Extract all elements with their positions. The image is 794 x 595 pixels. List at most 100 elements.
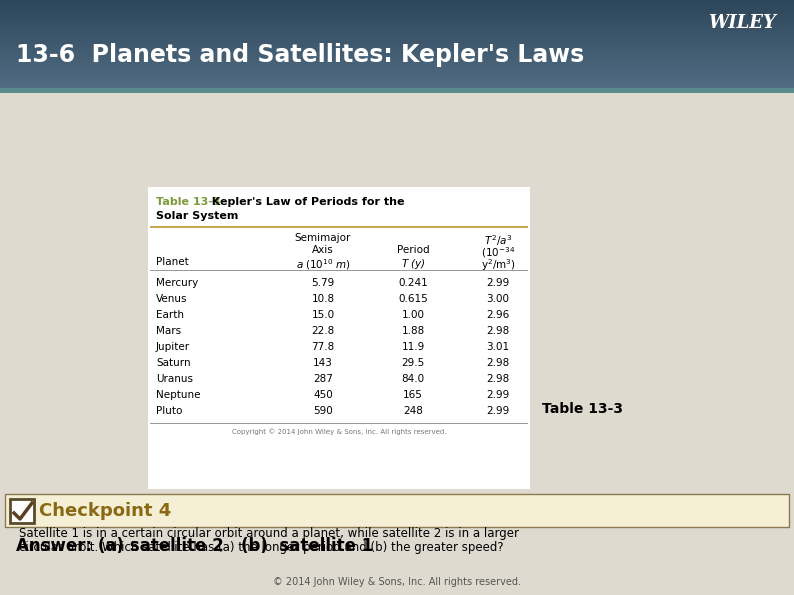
- Text: Earth: Earth: [156, 310, 184, 320]
- Text: Semimajor: Semimajor: [295, 233, 351, 243]
- Bar: [0, 31, 794, 32]
- Text: Copyright © 2014 John Wiley & Sons, Inc. All rights reserved.: Copyright © 2014 John Wiley & Sons, Inc.…: [232, 428, 446, 435]
- Text: Checkpoint 4: Checkpoint 4: [39, 502, 172, 520]
- Text: Jupiter: Jupiter: [156, 342, 190, 352]
- Bar: [0, 72, 794, 73]
- Bar: [0, 41, 794, 42]
- Bar: [0, 18, 794, 19]
- Bar: [0, 22, 794, 23]
- Bar: [0, 40, 794, 41]
- Bar: [5, 494, 789, 527]
- Bar: [0, 6, 794, 7]
- Bar: [0, 88, 794, 93]
- Bar: [0, 51, 794, 53]
- Bar: [0, 79, 794, 81]
- Text: 0.615: 0.615: [398, 294, 428, 304]
- Bar: [0, 59, 794, 60]
- Text: 1.88: 1.88: [402, 326, 425, 336]
- Bar: [0, 48, 794, 50]
- Text: Pluto: Pluto: [156, 406, 183, 416]
- Bar: [0, 32, 794, 34]
- Bar: [0, 81, 794, 82]
- Text: Neptune: Neptune: [156, 390, 201, 400]
- Text: y$^2$/m$^3$): y$^2$/m$^3$): [480, 257, 515, 273]
- Text: 5.79: 5.79: [311, 278, 334, 288]
- Bar: [0, 53, 794, 54]
- Bar: [0, 56, 794, 57]
- Bar: [0, 73, 794, 75]
- Bar: [0, 1, 794, 3]
- Bar: [0, 82, 794, 84]
- Bar: [0, 0, 794, 1]
- Bar: [0, 75, 794, 76]
- Text: Table 13-3: Table 13-3: [542, 402, 623, 416]
- Text: Venus: Venus: [156, 294, 187, 304]
- Bar: [0, 62, 794, 63]
- Bar: [0, 9, 794, 10]
- Bar: [0, 25, 794, 26]
- Text: 0.241: 0.241: [398, 278, 428, 288]
- Bar: [0, 66, 794, 67]
- Text: Kepler's Law of Periods for the: Kepler's Law of Periods for the: [204, 197, 404, 207]
- Bar: [0, 63, 794, 64]
- Text: Saturn: Saturn: [156, 358, 191, 368]
- Text: Answer: (a) satellite 2   (b)  satellite 1: Answer: (a) satellite 2 (b) satellite 1: [16, 537, 373, 555]
- Text: 2.99: 2.99: [487, 390, 510, 400]
- Text: Uranus: Uranus: [156, 374, 193, 384]
- Text: 1.00: 1.00: [402, 310, 425, 320]
- Text: $T\;$(y): $T\;$(y): [401, 257, 425, 271]
- Text: 165: 165: [403, 390, 423, 400]
- Text: 3.00: 3.00: [487, 294, 510, 304]
- Bar: [0, 93, 794, 595]
- Bar: [0, 37, 794, 38]
- Text: 29.5: 29.5: [402, 358, 425, 368]
- Bar: [0, 29, 794, 31]
- Text: Satellite 1 is in a certain circular orbit around a planet, while satellite 2 is: Satellite 1 is in a certain circular orb…: [19, 527, 519, 540]
- Text: WILEY: WILEY: [708, 14, 776, 32]
- Text: 590: 590: [313, 406, 333, 416]
- Bar: [0, 76, 794, 78]
- Bar: [0, 34, 794, 35]
- Text: 2.98: 2.98: [487, 374, 510, 384]
- Text: Axis: Axis: [312, 245, 333, 255]
- Bar: [0, 60, 794, 62]
- Bar: [0, 44, 794, 45]
- Text: 84.0: 84.0: [402, 374, 425, 384]
- Text: 2.99: 2.99: [487, 406, 510, 416]
- Text: 3.01: 3.01: [487, 342, 510, 352]
- Text: Solar System: Solar System: [156, 211, 238, 221]
- Bar: [0, 86, 794, 88]
- Bar: [0, 38, 794, 40]
- Text: © 2014 John Wiley & Sons, Inc. All rights reserved.: © 2014 John Wiley & Sons, Inc. All right…: [273, 577, 521, 587]
- Text: $T^2/a^3$: $T^2/a^3$: [484, 233, 512, 248]
- Bar: [0, 13, 794, 15]
- Text: 2.98: 2.98: [487, 358, 510, 368]
- Bar: [0, 19, 794, 21]
- Text: 10.8: 10.8: [311, 294, 334, 304]
- Bar: [0, 57, 794, 59]
- Text: 22.8: 22.8: [311, 326, 334, 336]
- Bar: [0, 26, 794, 28]
- Text: Mercury: Mercury: [156, 278, 198, 288]
- Text: 2.99: 2.99: [487, 278, 510, 288]
- Bar: [0, 67, 794, 69]
- Bar: [0, 64, 794, 66]
- Bar: [10, 499, 34, 523]
- Bar: [0, 47, 794, 48]
- Text: 143: 143: [313, 358, 333, 368]
- Text: Mars: Mars: [156, 326, 181, 336]
- Bar: [0, 16, 794, 18]
- Bar: [0, 3, 794, 4]
- Text: 13-6  Planets and Satellites: Kepler's Laws: 13-6 Planets and Satellites: Kepler's La…: [16, 43, 584, 67]
- Text: circular orbit. Which satellite has (a) the longer period and (b) the greater sp: circular orbit. Which satellite has (a) …: [19, 541, 503, 554]
- Bar: [0, 10, 794, 12]
- Text: 248: 248: [403, 406, 423, 416]
- Bar: [0, 15, 794, 16]
- Bar: [0, 84, 794, 85]
- Text: $a\;(10^{10}$ m$)$: $a\;(10^{10}$ m$)$: [295, 257, 350, 272]
- Bar: [0, 35, 794, 37]
- Bar: [148, 187, 530, 489]
- Bar: [0, 4, 794, 6]
- Bar: [0, 69, 794, 70]
- Text: 2.98: 2.98: [487, 326, 510, 336]
